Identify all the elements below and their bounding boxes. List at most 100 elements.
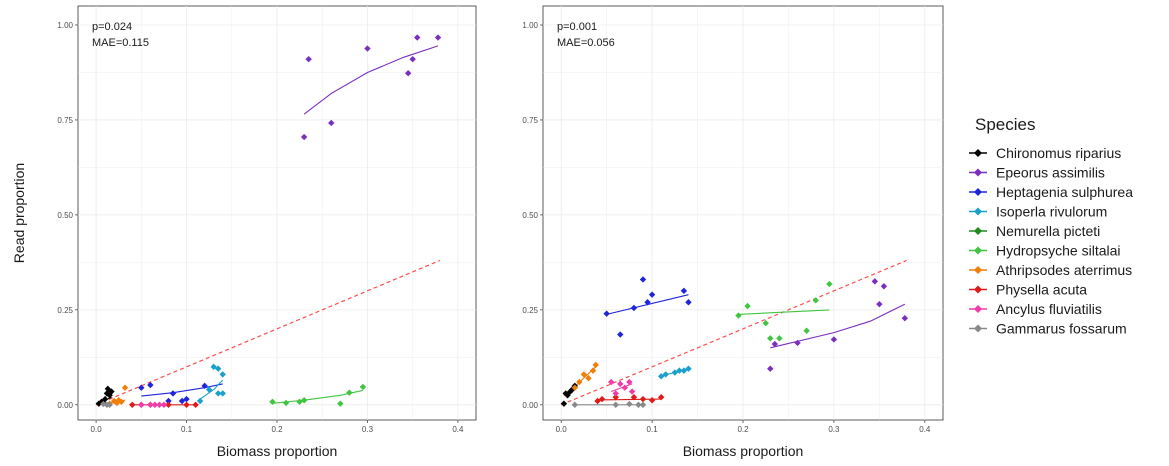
legend-marker [974,227,982,235]
fit-line-heptagenia-sulphurea [141,383,223,397]
data-point-heptagenia-sulphurea [685,299,692,306]
data-point-chironomus-riparius [104,385,112,393]
data-point-epeorus-assimilis [414,34,421,41]
p-value-annotation: p=0.024 [92,21,132,33]
data-point-physella-acuta [639,395,647,403]
data-point-epeorus-assimilis [794,339,801,347]
legend-entry-gammarus-fossarum: Gammarus fossarum [996,321,1127,337]
x-tick-label: 0.4 [452,425,464,434]
fit-line-hydropsyche-siltalai [738,309,830,315]
legend-entry-athripsodes-aterrimus: Athripsodes aterrimus [996,262,1132,278]
legend-entry-ancylus-fluviatilis: Ancylus fluviatilis [996,301,1102,317]
data-point-heptagenia-sulphurea [648,291,656,298]
x-tick-label: 0.2 [271,425,283,434]
legend-marker [974,188,982,196]
data-point-athripsodes-aterrimus [118,398,125,405]
x-tick-label: 0.2 [737,425,749,434]
reference-line [95,259,441,406]
x-tick-label: 0.1 [647,425,659,434]
data-point-heptagenia-sulphurea [617,331,624,338]
data-point-epeorus-assimilis [771,340,779,348]
data-point-gammarus-fossarum [100,400,107,408]
data-point-physella-acuta [648,397,656,404]
fit-line-isoperla-rivulorum [199,379,224,400]
data-point-athripsodes-aterrimus [115,397,122,404]
data-point-ancylus-fluviatilis [617,380,624,388]
data-point-isoperla-rivulorum [676,367,683,374]
data-point-epeorus-assimilis [434,34,442,41]
data-point-isoperla-rivulorum [205,386,213,393]
data-point-heptagenia-sulphurea [639,276,647,283]
data-point-hydropsyche-siltalai [762,319,769,327]
data-point-hydropsyche-siltalai [812,297,819,304]
legend-marker [974,324,982,333]
data-point-physella-acuta [630,394,638,401]
data-point-chironomus-riparius [568,386,576,393]
data-point-hydropsyche-siltalai [744,302,751,310]
data-point-hydropsyche-siltalai [735,312,742,319]
x-tick-label: 0.0 [556,425,568,434]
data-point-heptagenia-sulphurea [630,304,638,312]
data-point-ancylus-fluviatilis [151,401,159,409]
data-point-ancylus-fluviatilis [626,378,633,386]
data-point-gammarus-fossarum [571,401,579,409]
legend-marker [974,285,982,294]
right-panel: 0.0 0.1 0.2 0.3 0.4 0.00 0.25 0.50 0.75 1.00 Bioma… [522,5,944,459]
data-point-epeorus-assimilis [871,278,879,285]
x-axis-label: Biomass proportion [217,443,338,459]
data-point-isoperla-rivulorum [685,365,692,372]
y-tick-label: 0.50 [522,211,538,220]
fit-line-epeorus-assimilis [303,45,439,115]
data-point-heptagenia-sulphurea [201,382,208,390]
data-point-epeorus-assimilis [364,45,371,52]
reference-line [560,259,907,406]
data-point-epeorus-assimilis [901,315,909,322]
data-point-hydropsyche-siltalai [269,398,276,405]
data-point-heptagenia-sulphurea [138,384,145,391]
data-point-isoperla-rivulorum [657,373,665,380]
p-value-annotation: p=0.001 [557,21,597,33]
data-point-gammarus-fossarum [106,401,113,409]
data-point-ancylus-fluviatilis [621,384,629,391]
data-point-chironomus-riparius [108,388,115,395]
data-point-heptagenia-sulphurea [644,299,651,306]
data-point-ancylus-fluviatilis [147,401,154,409]
data-point-gammarus-fossarum [612,401,619,409]
data-point-hydropsyche-siltalai [767,335,774,342]
legend-entry-chironomus-riparius: Chironomus riparius [996,145,1121,161]
y-tick-label: 0.00 [522,401,538,410]
y-tick-label: 0.00 [57,401,73,410]
data-point-athripsodes-aterrimus [592,361,599,369]
legend-entry-epeorus-assimilis: Epeorus assimilis [996,165,1105,181]
data-point-athripsodes-aterrimus [589,367,597,374]
data-point-physella-acuta [129,401,136,409]
data-point-chironomus-riparius [101,395,109,403]
y-tick-label: 0.25 [57,306,73,315]
data-point-hydropsyche-siltalai [803,327,810,334]
data-point-epeorus-assimilis [328,119,335,127]
data-point-chironomus-riparius [567,388,574,395]
data-point-heptagenia-sulphurea [165,397,172,405]
data-point-gammarus-fossarum [626,400,633,408]
data-point-epeorus-assimilis [300,133,308,141]
data-point-epeorus-assimilis [830,336,838,343]
legend-marker [974,207,982,216]
data-point-physella-acuta [612,394,619,401]
left-panel: 0.0 0.1 0.2 0.3 0.4 0.00 0.25 0.50 0.75 1.00 Bioma… [11,5,477,459]
data-point-isoperla-rivulorum [215,390,222,397]
data-point-hydropsyche-siltalai [359,383,367,391]
data-point-hydropsyche-siltalai [826,280,833,288]
data-point-isoperla-rivulorum [210,363,217,371]
legend-marker [974,305,982,313]
x-axis-label: Biomass proportion [683,443,804,459]
data-point-isoperla-rivulorum [671,369,679,376]
data-point-ancylus-fluviatilis [156,401,163,409]
data-point-athripsodes-aterrimus [580,371,588,378]
data-point-chironomus-riparius [564,392,571,399]
data-point-epeorus-assimilis [880,283,888,290]
y-tick-label: 1.00 [522,21,538,30]
data-point-physella-acuta [165,401,172,409]
mae-annotation: MAE=0.056 [557,37,615,49]
legend-marker [974,168,982,177]
y-tick-label: 0.25 [522,306,538,315]
